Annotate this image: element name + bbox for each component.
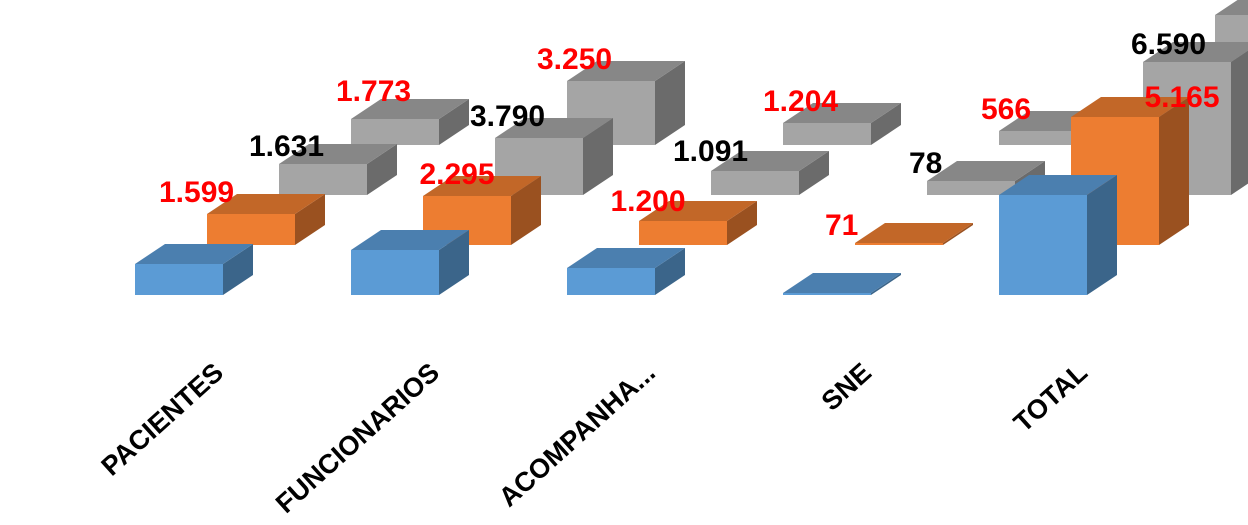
bar-front-face bbox=[783, 123, 871, 145]
bar-1-2 bbox=[351, 230, 469, 295]
data-label: 1.631 bbox=[249, 130, 324, 163]
bar-front-face bbox=[711, 171, 799, 195]
bar-front-face bbox=[927, 181, 1015, 195]
bar-4-1 bbox=[351, 99, 469, 145]
bar-top-face bbox=[567, 61, 685, 81]
data-label: 1.204 bbox=[763, 85, 838, 118]
bar-front-face bbox=[999, 131, 1087, 145]
bar-top-face bbox=[711, 151, 829, 171]
bar-top-face bbox=[135, 244, 253, 264]
category-label: TOTAL bbox=[1008, 357, 1093, 438]
data-label: 6.590 bbox=[1131, 28, 1206, 61]
bar-front-face bbox=[783, 293, 871, 295]
bar-side-face bbox=[871, 103, 901, 145]
bar-front-face bbox=[351, 119, 439, 145]
bar-front-face bbox=[207, 214, 295, 245]
bar-3-1 bbox=[279, 144, 397, 195]
data-label: 566 bbox=[981, 93, 1031, 126]
data-label: 1.773 bbox=[336, 75, 411, 108]
data-label: 1.200 bbox=[610, 185, 685, 218]
data-label: 5.165 bbox=[1144, 81, 1219, 114]
bar-top-face bbox=[423, 176, 541, 196]
category-label: PACIENTES bbox=[96, 357, 229, 481]
bar-side-face bbox=[295, 194, 325, 245]
bar-side-face bbox=[655, 61, 685, 145]
bar-top-face bbox=[783, 273, 901, 293]
data-label: 78 bbox=[909, 147, 942, 180]
bar-top-face bbox=[567, 248, 685, 268]
bar-front-face bbox=[639, 221, 727, 245]
bar-side-face bbox=[727, 201, 757, 245]
bar-side-face bbox=[367, 144, 397, 195]
bar-1-5 bbox=[999, 175, 1117, 295]
bar-front-face bbox=[855, 243, 943, 245]
bar-1-1 bbox=[135, 244, 253, 295]
category-label: FUNCIONARIOS bbox=[270, 357, 445, 519]
bar-top-face bbox=[1215, 0, 1248, 15]
bar-top-face bbox=[495, 118, 613, 138]
bar-top-face bbox=[279, 144, 397, 164]
bar-top-face bbox=[927, 161, 1045, 181]
bar-side-face bbox=[511, 176, 541, 245]
bar-3-3 bbox=[711, 151, 829, 195]
data-label: 3.790 bbox=[470, 100, 545, 133]
data-label: 1.091 bbox=[673, 135, 748, 168]
bar-2-4 bbox=[855, 223, 973, 245]
bar-top-face bbox=[1143, 42, 1248, 62]
category-label: SNE bbox=[816, 357, 877, 416]
bar-side-face bbox=[223, 244, 253, 295]
data-label: 2.295 bbox=[419, 158, 494, 191]
bar-side-face bbox=[799, 151, 829, 195]
bar-top-face bbox=[999, 175, 1117, 195]
bar-top-face bbox=[351, 99, 469, 119]
bar-top-face bbox=[639, 201, 757, 221]
bar-side-face bbox=[1159, 97, 1189, 245]
data-label: 6.793 bbox=[1197, 0, 1248, 4]
bar-front-face bbox=[135, 264, 223, 295]
bar-front-face bbox=[999, 195, 1087, 295]
data-labels: 1.773 3.250 1.204 566 6.793 1.631 3.790 1.091 78… bbox=[159, 0, 1248, 242]
bar-1-4 bbox=[783, 273, 901, 295]
data-label: 71 bbox=[825, 209, 858, 242]
bar-side-face bbox=[655, 248, 685, 295]
category-label: ACOMPANHA... bbox=[493, 357, 661, 512]
bar-front-face bbox=[351, 250, 439, 295]
category-axis: PACIENTES FUNCIONARIOS ACOMPANHA... SNE TOTA… bbox=[96, 357, 1093, 519]
bar-side-face bbox=[1087, 175, 1117, 295]
bar-front-face bbox=[279, 164, 367, 195]
bar-top-face bbox=[783, 103, 901, 123]
bar-front-face bbox=[567, 268, 655, 295]
bar-2-3 bbox=[639, 201, 757, 245]
bar-side-face bbox=[439, 99, 469, 145]
data-label: 1.599 bbox=[159, 176, 234, 209]
bar-side-face bbox=[1231, 50, 1248, 195]
bar-top-face bbox=[1071, 97, 1189, 117]
bar-top-face bbox=[351, 230, 469, 250]
bar-side-face bbox=[943, 223, 973, 245]
bar-side-face bbox=[871, 273, 901, 295]
bar-side-face bbox=[583, 118, 613, 195]
bar-top-face bbox=[855, 223, 973, 243]
bar-1-3 bbox=[567, 248, 685, 295]
bar-plot-area bbox=[135, 0, 1248, 295]
bar-2-1 bbox=[207, 194, 325, 245]
bar-side-face bbox=[439, 230, 469, 295]
bar-top-face bbox=[207, 194, 325, 214]
bar-4-3 bbox=[783, 103, 901, 145]
data-label: 3.250 bbox=[537, 43, 612, 76]
